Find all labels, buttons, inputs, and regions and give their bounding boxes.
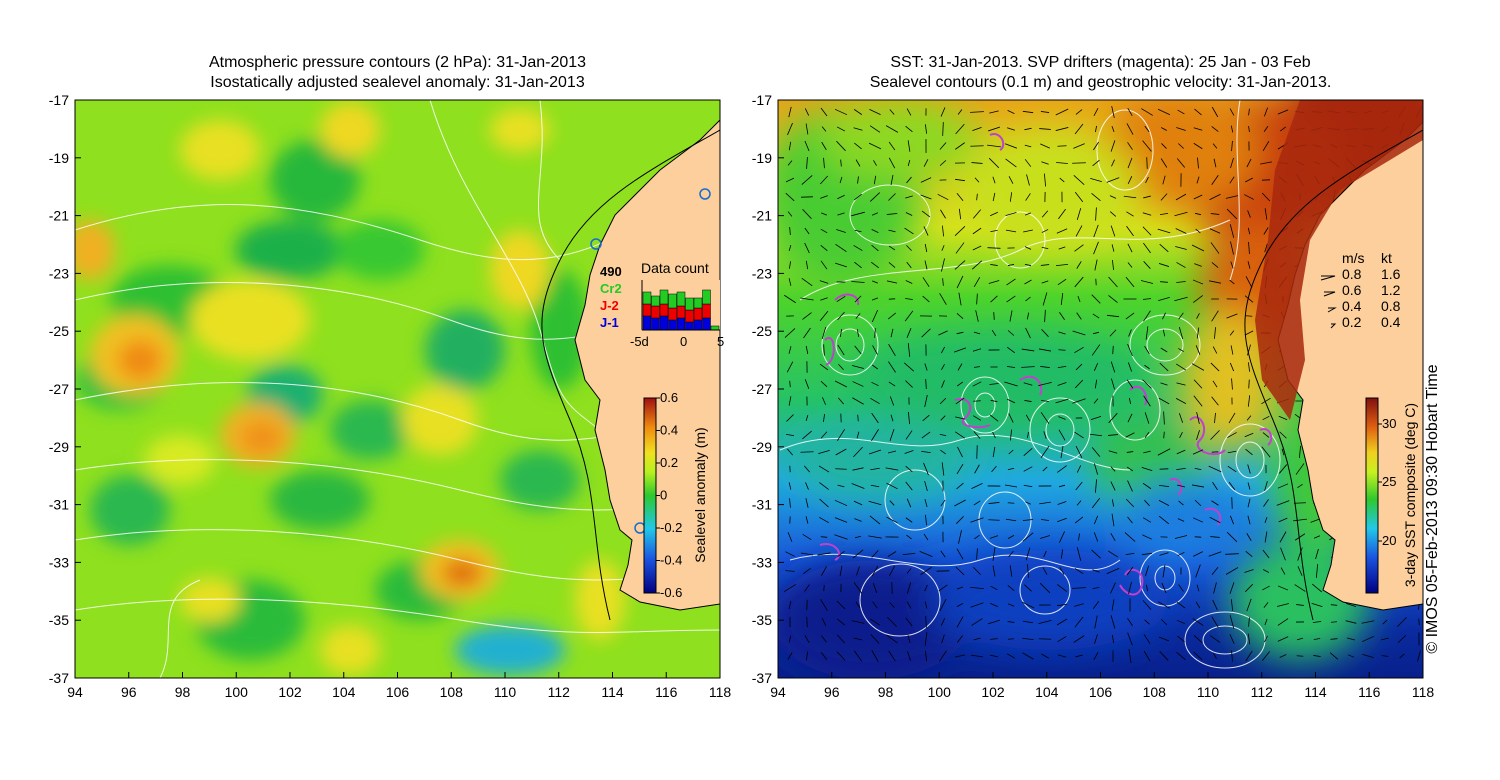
right-ytick-3: -23	[752, 265, 772, 281]
vel-legend-kt-3: 0.4	[1381, 314, 1401, 330]
sla-tick-2: 0.2	[660, 455, 678, 470]
left-ytick-7: -31	[49, 497, 69, 513]
sla-colorbar: 0.6 0.4 0.2 0 -0.2 -0.4 -0.6	[643, 390, 682, 600]
velocity-legend-header-ms: m/s	[1342, 250, 1365, 266]
right-ytick-7: -31	[752, 497, 772, 513]
right-map-area	[778, 100, 1423, 678]
sst-coastal-warm	[1255, 100, 1423, 420]
left-title-line1: Atmospheric pressure contours (2 hPa): 3…	[208, 54, 587, 71]
left-ytick-8: -33	[49, 554, 69, 570]
velocity-legend: m/s kt 0.8 1.60.6 1.20.4 0.80.2 0.4	[1320, 250, 1401, 330]
right-ytick-5: -27	[752, 381, 772, 397]
right-xtick-7: 108	[1143, 684, 1167, 700]
vel-legend-ms-0: 0.8	[1342, 266, 1362, 282]
vel-legend-kt-0: 1.6	[1381, 266, 1401, 282]
left-xtick-2: 98	[175, 684, 191, 700]
right-ytick-0: -17	[752, 92, 772, 108]
right-xtick-8: 110	[1197, 684, 1220, 700]
sla-tick-0: 0.6	[660, 390, 678, 405]
right-xtick-0: 94	[770, 684, 786, 700]
left-xtick-12: 118	[709, 684, 732, 700]
sla-tick-6: -0.6	[660, 585, 682, 600]
right-xtick-5: 104	[1035, 684, 1059, 700]
left-xtick-1: 96	[121, 684, 137, 700]
left-xtick-6: 106	[386, 684, 410, 700]
left-ytick-9: -35	[49, 612, 69, 628]
imos-credit: © IMOS 05-Feb-2013 09:30 Hobart Time	[1424, 364, 1441, 654]
right-axes: 94 96 98 100 102 104 106 108 110 112 114 116 118 -17 -…	[752, 92, 1435, 700]
right-ytick-2: -21	[752, 208, 772, 224]
left-ytick-6: -29	[49, 439, 69, 455]
sst-colorbar-label: 3-day SST composite (deg C)	[1402, 402, 1418, 588]
left-ytick-1: -19	[49, 150, 69, 166]
right-xtick-6: 106	[1089, 684, 1113, 700]
sla-tick-1: 0.4	[660, 423, 678, 438]
right-ytick-10: -37	[752, 670, 772, 686]
dc-legend-3: J-1	[600, 315, 619, 330]
left-ytick-3: -23	[49, 265, 69, 281]
left-map-area	[75, 100, 720, 678]
left-ytick-5: -27	[49, 381, 69, 397]
vel-legend-ms-1: 0.6	[1342, 282, 1362, 298]
dc-xtick-2: 5	[717, 334, 724, 349]
right-xtick-4: 102	[981, 684, 1005, 700]
vel-legend-ms-3: 0.2	[1342, 314, 1362, 330]
shelf-contour-right	[1244, 129, 1423, 621]
sla-tick-4: -0.2	[660, 520, 682, 535]
sla-tick-3: 0	[660, 488, 667, 503]
left-ytick-0: -17	[49, 92, 69, 108]
australia-land-left	[574, 119, 720, 611]
right-ytick-4: -25	[752, 323, 772, 339]
sst-tick-0: 30	[1382, 416, 1396, 431]
velocity-legend-header-kt: kt	[1381, 250, 1392, 266]
left-xtick-7: 108	[440, 684, 464, 700]
shelf-contour-left	[541, 129, 720, 621]
sst-tick-1: 25	[1382, 474, 1396, 489]
sealevel-contours	[779, 100, 1281, 669]
left-xtick-3: 100	[225, 684, 249, 700]
left-xtick-8: 110	[494, 684, 517, 700]
right-ytick-8: -33	[752, 554, 772, 570]
left-ytick-10: -37	[49, 670, 69, 686]
right-xtick-2: 98	[878, 684, 894, 700]
right-title-line1: SST: 31-Jan-2013. SVP drifters (magenta)…	[890, 54, 1311, 71]
dc-legend-1: Cr2	[600, 281, 622, 296]
sla-colorbar-label: Sealevel anomaly (m)	[692, 427, 708, 563]
data-count-histogram	[642, 289, 720, 331]
right-xtick-3: 100	[928, 684, 952, 700]
vel-legend-kt-1: 1.2	[1381, 282, 1401, 298]
right-xtick-9: 112	[1251, 684, 1274, 700]
left-ytick-4: -25	[49, 323, 69, 339]
data-count-inset: Data count 490 Cr2 J-2 J-1 -5d 0 5	[600, 260, 724, 349]
left-xtick-10: 114	[601, 684, 624, 700]
sst-tick-2: 20	[1382, 533, 1396, 548]
right-xtick-10: 114	[1304, 684, 1327, 700]
right-xtick-12: 118	[1412, 684, 1435, 700]
left-xtick-5: 104	[332, 684, 356, 700]
right-xtick-1: 96	[824, 684, 840, 700]
right-ytick-6: -29	[752, 439, 772, 455]
left-xtick-11: 116	[655, 684, 678, 700]
left-xtick-0: 94	[67, 684, 83, 700]
right-xtick-11: 116	[1358, 684, 1381, 700]
right-ytick-1: -19	[752, 150, 772, 166]
left-xtick-4: 102	[278, 684, 302, 700]
right-title-line2: Sealevel contours (0.1 m) and geostrophi…	[869, 74, 1332, 91]
vel-legend-kt-2: 0.8	[1381, 298, 1401, 314]
dc-legend-2: J-2	[600, 298, 619, 313]
sst-colorbar: 30 25 20	[1365, 397, 1396, 594]
sla-tick-5: -0.4	[660, 553, 682, 568]
dc-xtick-0: -5d	[630, 334, 649, 349]
dc-legend-0: 490	[600, 264, 622, 279]
data-count-title: Data count	[641, 260, 709, 276]
left-xtick-9: 112	[548, 684, 571, 700]
left-ytick-2: -21	[49, 208, 69, 224]
right-ytick-9: -35	[752, 612, 772, 628]
vel-legend-ms-2: 0.4	[1342, 298, 1362, 314]
left-axes: 94 96 98 100 102 104 106 108 110 112 114 116 118 -17 -…	[49, 92, 732, 700]
left-title-line2: Isostatically adjusted sealevel anomaly:…	[210, 74, 585, 91]
dc-xtick-1: 0	[680, 334, 687, 349]
